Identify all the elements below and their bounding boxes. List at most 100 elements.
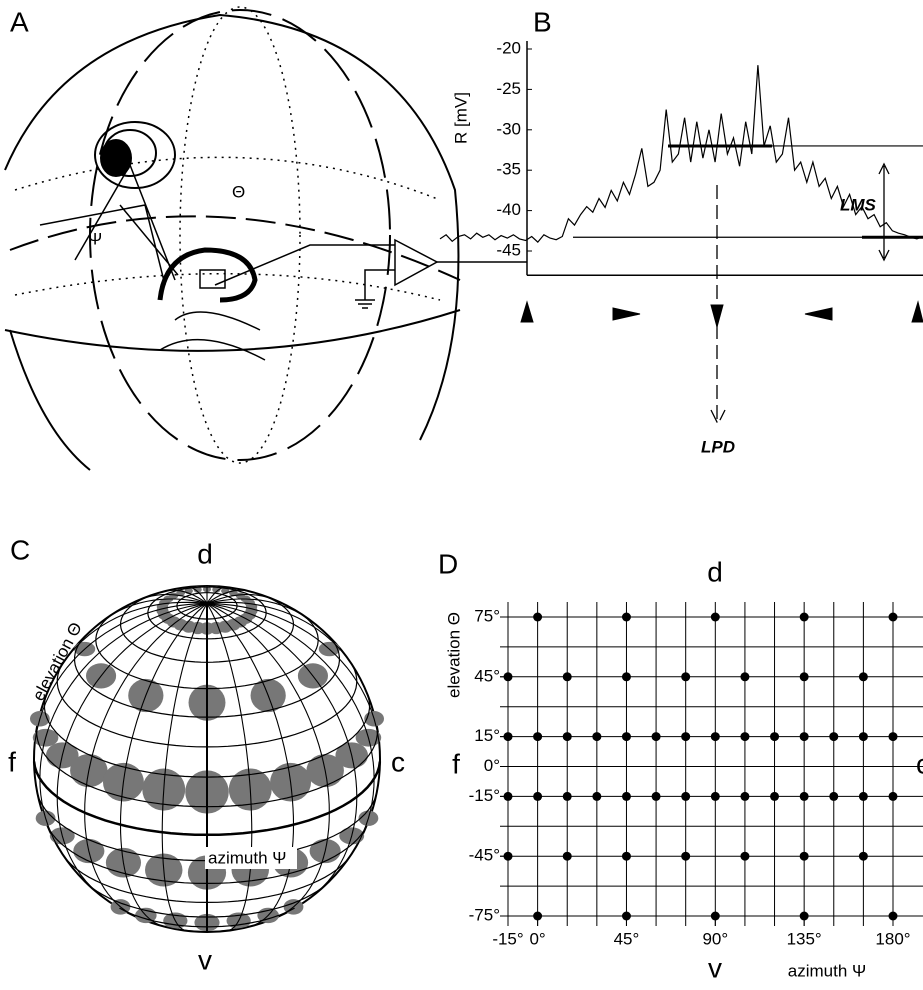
frontal-label: f [8,746,16,777]
stimulus-point [799,791,809,801]
dorsal-label: d [197,538,213,569]
stimulus-point [681,851,691,861]
stimulus-point [533,791,543,801]
meridian [161,603,208,932]
y-tick-label: -35 [496,160,521,179]
stimulus-point [888,732,898,742]
meridian [188,586,208,604]
stimulus-point [562,672,572,682]
stimulus-point [770,732,780,742]
y-tick-label: 45° [474,666,500,685]
stimulus-point [621,791,631,801]
y-tick-label: -75° [469,905,500,924]
caudal-label: c [391,746,405,777]
stimulus-point [710,791,720,801]
stimulus-point [740,672,750,682]
lpd-label: LPD [701,437,735,456]
meridian [206,603,330,917]
stimulus-point [799,851,809,861]
ventral-label: v [708,952,722,983]
panel-label: B [533,6,552,37]
meridian [206,586,226,604]
arrows [520,162,923,426]
stimulus-point [710,732,720,742]
meridian [39,602,208,848]
meridian [167,589,208,604]
meridian [106,598,208,619]
stimulus-point [562,791,572,801]
globe [29,585,385,933]
y-tick-label: -45° [469,846,500,865]
y-tick-label: -15° [469,786,500,805]
frontal-label: f [452,748,460,779]
meridian [206,602,381,760]
panel-label: D [438,548,458,579]
meridian [206,589,247,604]
stimulus-point [799,911,809,921]
y-axis-label: elevation Θ [444,612,463,698]
stimulus-point [562,851,572,861]
y-axis-label: R [mV] [451,92,470,144]
stimulus-point [651,732,661,742]
stimulus-point [740,851,750,861]
stimulus-point [533,612,543,622]
x-axis-label: azimuth Ψ [788,961,866,980]
stimulus-point [503,851,513,861]
panel-label: C [10,534,30,565]
caudal-label: c [916,748,923,779]
x-tick-label: 90° [702,929,728,948]
y-tick-label: -30 [496,119,521,138]
stimulus-point [533,911,543,921]
azimuth-label: azimuth Ψ [208,848,286,867]
trace [439,65,923,243]
psi-label: Ψ [88,229,102,248]
field-dot [193,586,202,593]
meridian [206,603,253,932]
y-tick-label: 75° [474,606,500,625]
meridian [206,603,295,928]
stimulus-point [799,672,809,682]
stimulus-point [621,672,631,682]
stimulus-point [621,612,631,622]
stimulus-point [858,672,868,682]
x-tick-label: 180° [875,929,910,948]
stimulus-point [829,732,839,742]
meridian [206,602,358,897]
stimulus-point [533,732,543,742]
stimulus-point [858,791,868,801]
meridian [56,602,208,897]
label-box [205,847,297,869]
meridian [33,602,208,760]
stimulus-point [888,791,898,801]
stimulus-point [503,672,513,682]
stimulus-point [829,791,839,801]
theta-label: Θ [232,182,245,201]
stimulus-point [858,732,868,742]
ventral-label: v [198,944,212,975]
stimulus-point [681,672,691,682]
stimulus-point [888,612,898,622]
stimulus-point [621,851,631,861]
meridian [206,598,308,619]
stimulus-point [858,851,868,861]
y-tick-label: -40 [496,200,521,219]
stimulus-point [710,911,720,921]
meridian [206,601,353,665]
stimulus-point [592,732,602,742]
meridian [206,593,274,605]
meridian [206,602,375,848]
trace-plot: -20 -25 -30 -35 -40 -45 [439,38,923,276]
stimulus-point [888,911,898,921]
lms-label: LMS [840,195,877,214]
meridian [119,603,208,928]
x-tick-label: 0° [529,929,545,948]
stimulus-point [710,612,720,622]
y-tick-label: 15° [474,726,500,745]
sphere-drawing [4,6,527,471]
meridian [84,603,208,917]
meridian [140,593,208,605]
stimulus-point [503,791,513,801]
position-grid: -15° 0° 45° 90° 135° 180° 75° 45° 15° 0° -15° -45° -… [469,602,923,948]
stimulus-point [562,732,572,742]
